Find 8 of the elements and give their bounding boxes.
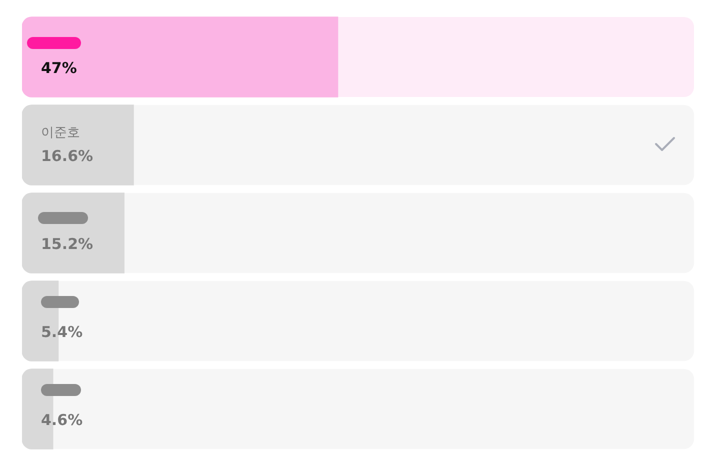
- data-label: 16.6%: [41, 146, 94, 165]
- y-tick-label: 이준호: [41, 125, 80, 140]
- data-label: 47%: [41, 58, 77, 77]
- bar: [22, 104, 134, 186]
- data-label: 5.4%: [41, 322, 83, 341]
- bar: [22, 192, 124, 274]
- data-label: 4.6%: [41, 410, 83, 429]
- data-label: 15.2%: [41, 234, 94, 253]
